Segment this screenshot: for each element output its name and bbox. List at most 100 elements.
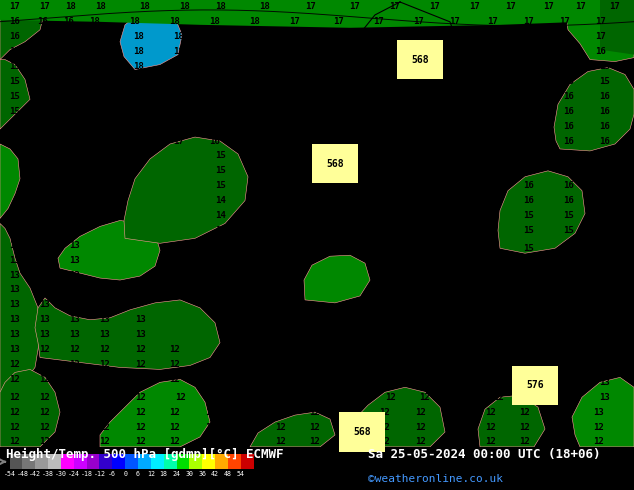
Text: 14: 14 xyxy=(215,226,225,235)
Text: 12: 12 xyxy=(170,360,181,369)
Text: 13: 13 xyxy=(70,315,81,324)
Text: 17: 17 xyxy=(522,122,533,131)
Text: 17: 17 xyxy=(212,77,223,86)
Text: 18: 18 xyxy=(129,17,140,26)
Text: 16: 16 xyxy=(250,77,261,86)
Text: 14: 14 xyxy=(413,259,424,268)
Text: 17: 17 xyxy=(574,2,585,11)
Text: 17: 17 xyxy=(610,2,621,11)
Text: 12: 12 xyxy=(450,422,460,432)
Text: 14: 14 xyxy=(335,318,346,327)
Text: 14: 14 xyxy=(600,303,611,312)
Text: 15: 15 xyxy=(247,151,257,160)
Text: 18: 18 xyxy=(136,92,147,101)
Text: 18: 18 xyxy=(172,62,183,71)
Text: 17: 17 xyxy=(390,2,401,11)
Text: 13: 13 xyxy=(39,330,50,339)
Text: 17: 17 xyxy=(373,47,384,56)
Text: 12: 12 xyxy=(450,408,460,416)
Text: 15: 15 xyxy=(10,77,20,86)
Text: 17: 17 xyxy=(333,17,344,26)
Text: 12: 12 xyxy=(70,375,81,384)
Text: 13: 13 xyxy=(70,256,81,265)
Text: 14: 14 xyxy=(300,333,311,342)
Text: 13: 13 xyxy=(134,315,145,324)
Text: 17: 17 xyxy=(595,32,605,41)
Text: 15: 15 xyxy=(413,318,424,327)
Text: 15: 15 xyxy=(330,166,340,175)
Text: 18: 18 xyxy=(172,47,183,56)
Text: 12: 12 xyxy=(450,438,460,446)
Text: 16: 16 xyxy=(446,62,457,71)
Text: 16: 16 xyxy=(247,107,257,116)
Text: 12: 12 xyxy=(205,438,216,446)
Text: 13: 13 xyxy=(10,286,20,294)
Text: 16: 16 xyxy=(562,166,573,175)
Text: 13: 13 xyxy=(235,378,245,387)
Text: 16: 16 xyxy=(600,166,611,175)
Text: 18: 18 xyxy=(133,32,143,41)
Text: 14: 14 xyxy=(600,289,611,297)
Text: 12: 12 xyxy=(100,392,110,402)
Text: 12: 12 xyxy=(174,392,185,402)
Text: 13: 13 xyxy=(70,270,81,280)
Bar xyxy=(61,454,74,469)
Text: 14: 14 xyxy=(446,244,457,253)
Bar xyxy=(87,454,100,469)
Text: 18: 18 xyxy=(215,2,225,11)
Text: 13: 13 xyxy=(10,256,20,265)
Text: 15: 15 xyxy=(37,47,48,56)
Text: Height/Temp. 500 hPa [gdmp][°C] ECMWF: Height/Temp. 500 hPa [gdmp][°C] ECMWF xyxy=(6,448,284,461)
Text: 12: 12 xyxy=(520,422,531,432)
Text: 12: 12 xyxy=(70,345,81,354)
Text: 13: 13 xyxy=(300,363,311,372)
Text: 13: 13 xyxy=(134,330,145,339)
Text: 18: 18 xyxy=(210,62,221,71)
Text: 16: 16 xyxy=(562,196,573,205)
Text: 16: 16 xyxy=(562,62,573,71)
Bar xyxy=(74,454,87,469)
Text: 16: 16 xyxy=(247,122,257,131)
Text: 12: 12 xyxy=(275,408,285,416)
Text: 15: 15 xyxy=(330,151,340,160)
Text: 13: 13 xyxy=(567,392,578,402)
Text: 16: 16 xyxy=(63,122,74,131)
Text: 12: 12 xyxy=(593,422,604,432)
Text: 15: 15 xyxy=(450,122,460,131)
Text: ©weatheronline.co.uk: ©weatheronline.co.uk xyxy=(368,474,503,484)
Text: 12: 12 xyxy=(134,422,145,432)
Text: 12: 12 xyxy=(240,422,250,432)
Bar xyxy=(202,454,215,469)
Text: 15: 15 xyxy=(215,151,225,160)
Text: 17: 17 xyxy=(250,32,261,41)
Text: 14: 14 xyxy=(446,333,457,342)
Text: 18: 18 xyxy=(93,32,103,41)
Text: 13: 13 xyxy=(10,270,20,280)
Text: 42: 42 xyxy=(211,471,219,477)
Text: 13: 13 xyxy=(100,286,110,294)
Text: 18: 18 xyxy=(133,62,143,71)
Text: 12: 12 xyxy=(170,438,181,446)
Text: 12: 12 xyxy=(349,392,360,402)
Text: 15: 15 xyxy=(10,62,20,71)
Text: 13: 13 xyxy=(522,378,533,387)
Text: 17: 17 xyxy=(430,2,441,11)
Text: 15: 15 xyxy=(370,137,380,146)
Bar xyxy=(228,454,241,469)
Text: 12: 12 xyxy=(520,438,531,446)
Text: 18: 18 xyxy=(89,17,100,26)
Text: 13: 13 xyxy=(70,241,81,250)
Text: 16: 16 xyxy=(487,77,498,86)
Text: 17: 17 xyxy=(543,2,553,11)
Text: 14: 14 xyxy=(330,226,340,235)
Text: 13: 13 xyxy=(335,363,346,372)
Text: 12: 12 xyxy=(134,375,145,384)
Text: 16: 16 xyxy=(37,17,48,26)
Polygon shape xyxy=(250,412,335,447)
Text: 14: 14 xyxy=(215,211,225,220)
Polygon shape xyxy=(58,220,160,280)
Text: 12: 12 xyxy=(415,422,425,432)
Bar xyxy=(138,454,151,469)
Text: 14: 14 xyxy=(247,196,257,205)
Text: 12: 12 xyxy=(100,375,110,384)
